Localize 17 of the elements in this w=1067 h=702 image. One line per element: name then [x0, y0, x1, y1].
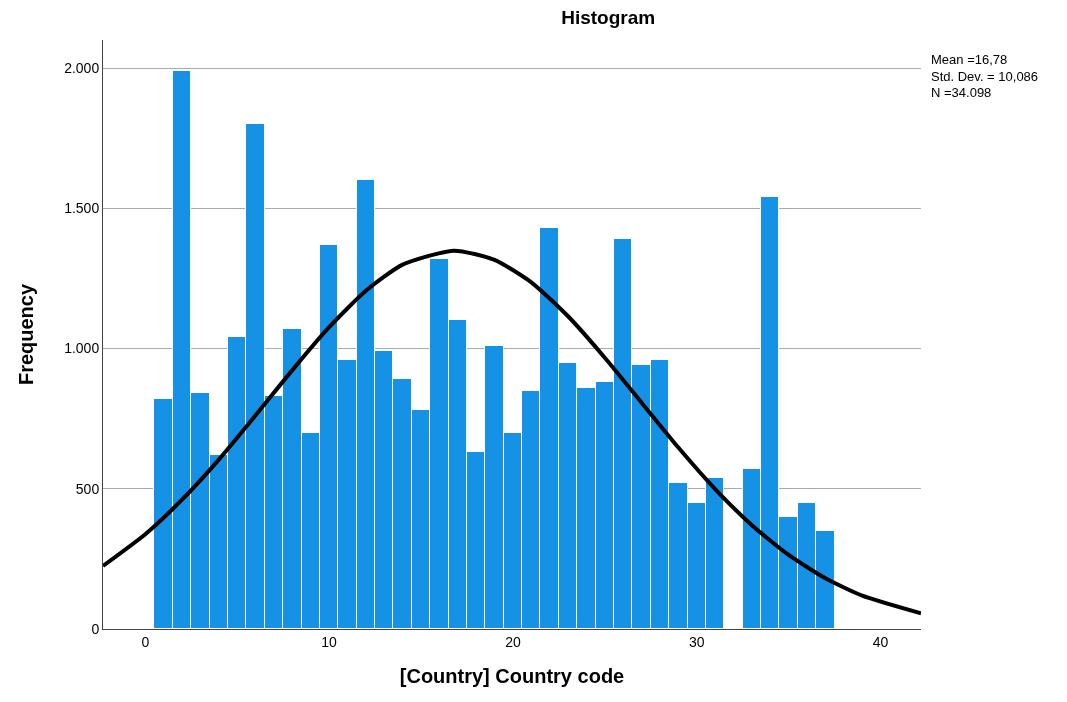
text: Mean =16,78: [931, 52, 1008, 67]
y-tick-label: 1.000: [64, 340, 100, 357]
y-tick-label: 2.000: [64, 59, 100, 76]
line-series: [103, 248, 921, 616]
y-tick-label: 500: [75, 480, 100, 497]
x-tick-label: 10: [321, 633, 338, 650]
text: N =34.098: [931, 85, 992, 100]
x-tick-label: 0: [141, 633, 150, 650]
x-tick-label: 30: [688, 633, 705, 650]
y-axis-title: Frequency: [14, 283, 37, 386]
chart-title: Histogram: [561, 6, 656, 28]
text: Std. Dev. = 10,086: [931, 69, 1039, 84]
x-tick-label: 20: [505, 633, 521, 650]
x-axis-title: [Country] Country code: [399, 665, 625, 688]
y-tick-label: 1.500: [64, 200, 100, 217]
x-tick-label: 40: [872, 633, 889, 650]
y-tick-label: 0: [91, 620, 100, 637]
